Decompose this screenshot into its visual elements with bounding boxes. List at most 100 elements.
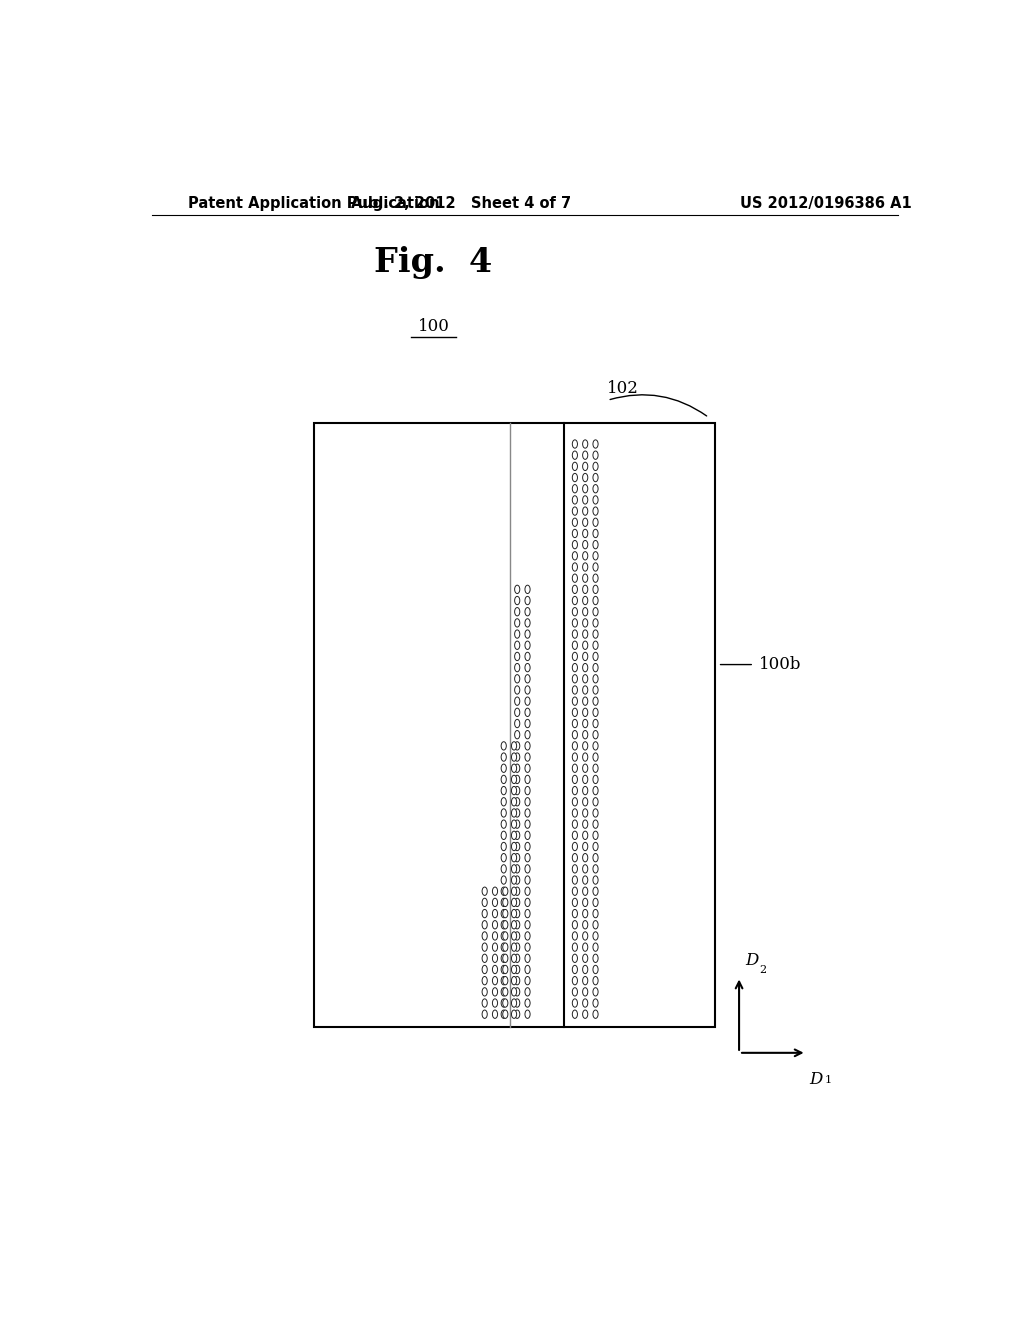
Ellipse shape — [525, 987, 530, 997]
Ellipse shape — [572, 965, 578, 974]
Ellipse shape — [501, 865, 506, 873]
Ellipse shape — [482, 1010, 487, 1018]
Ellipse shape — [482, 932, 487, 940]
Text: Patent Application Publication: Patent Application Publication — [187, 195, 439, 211]
Ellipse shape — [583, 920, 588, 929]
Ellipse shape — [501, 742, 506, 750]
Ellipse shape — [593, 652, 598, 660]
Ellipse shape — [593, 440, 598, 449]
Ellipse shape — [572, 719, 578, 727]
Ellipse shape — [501, 1010, 506, 1018]
Ellipse shape — [593, 752, 598, 762]
Ellipse shape — [501, 752, 506, 762]
Ellipse shape — [572, 854, 578, 862]
Ellipse shape — [593, 552, 598, 560]
Ellipse shape — [511, 752, 517, 762]
Ellipse shape — [583, 519, 588, 527]
Ellipse shape — [572, 619, 578, 627]
Ellipse shape — [583, 619, 588, 627]
Ellipse shape — [501, 832, 506, 840]
Ellipse shape — [583, 909, 588, 917]
Ellipse shape — [493, 909, 498, 917]
Ellipse shape — [515, 954, 520, 962]
Ellipse shape — [501, 999, 506, 1007]
Ellipse shape — [511, 987, 517, 997]
Ellipse shape — [515, 730, 520, 739]
Ellipse shape — [501, 854, 506, 862]
Ellipse shape — [525, 854, 530, 862]
Ellipse shape — [572, 820, 578, 829]
Ellipse shape — [583, 942, 588, 952]
Ellipse shape — [503, 977, 508, 985]
Ellipse shape — [525, 652, 530, 660]
Ellipse shape — [583, 529, 588, 537]
Ellipse shape — [583, 607, 588, 616]
Ellipse shape — [511, 865, 517, 873]
Ellipse shape — [572, 652, 578, 660]
Ellipse shape — [583, 451, 588, 459]
Ellipse shape — [583, 630, 588, 639]
Ellipse shape — [515, 887, 520, 895]
Ellipse shape — [593, 664, 598, 672]
Ellipse shape — [501, 876, 506, 884]
Ellipse shape — [525, 719, 530, 727]
Ellipse shape — [593, 619, 598, 627]
Ellipse shape — [525, 619, 530, 627]
Ellipse shape — [515, 764, 520, 772]
Ellipse shape — [583, 652, 588, 660]
Ellipse shape — [511, 898, 517, 907]
Ellipse shape — [525, 920, 530, 929]
Ellipse shape — [572, 519, 578, 527]
Ellipse shape — [511, 876, 517, 884]
Ellipse shape — [593, 484, 598, 492]
Ellipse shape — [572, 440, 578, 449]
Ellipse shape — [515, 630, 520, 639]
Ellipse shape — [572, 562, 578, 572]
Ellipse shape — [515, 865, 520, 873]
Ellipse shape — [572, 787, 578, 795]
Ellipse shape — [583, 787, 588, 795]
Ellipse shape — [515, 719, 520, 727]
Ellipse shape — [515, 675, 520, 682]
Ellipse shape — [572, 597, 578, 605]
Ellipse shape — [583, 1010, 588, 1018]
Ellipse shape — [572, 775, 578, 784]
Ellipse shape — [515, 842, 520, 850]
Ellipse shape — [511, 909, 517, 917]
Ellipse shape — [503, 920, 508, 929]
Ellipse shape — [583, 809, 588, 817]
Ellipse shape — [583, 484, 588, 492]
Ellipse shape — [593, 954, 598, 962]
Text: Fig.  4: Fig. 4 — [375, 246, 493, 279]
Ellipse shape — [515, 876, 520, 884]
Ellipse shape — [583, 742, 588, 750]
Ellipse shape — [501, 909, 506, 917]
Ellipse shape — [583, 552, 588, 560]
Ellipse shape — [501, 977, 506, 985]
Ellipse shape — [583, 664, 588, 672]
Ellipse shape — [593, 920, 598, 929]
Ellipse shape — [511, 999, 517, 1007]
Ellipse shape — [572, 686, 578, 694]
Ellipse shape — [501, 820, 506, 829]
Ellipse shape — [583, 999, 588, 1007]
Ellipse shape — [583, 686, 588, 694]
Ellipse shape — [515, 999, 520, 1007]
Ellipse shape — [593, 496, 598, 504]
Ellipse shape — [572, 451, 578, 459]
Ellipse shape — [511, 887, 517, 895]
Ellipse shape — [583, 954, 588, 962]
Ellipse shape — [583, 708, 588, 717]
Text: 1: 1 — [824, 1076, 831, 1085]
Ellipse shape — [503, 942, 508, 952]
Ellipse shape — [583, 987, 588, 997]
Ellipse shape — [572, 999, 578, 1007]
Ellipse shape — [593, 585, 598, 594]
Ellipse shape — [493, 965, 498, 974]
Ellipse shape — [525, 708, 530, 717]
Ellipse shape — [515, 942, 520, 952]
Ellipse shape — [493, 999, 498, 1007]
Ellipse shape — [572, 642, 578, 649]
Ellipse shape — [572, 540, 578, 549]
Ellipse shape — [501, 887, 506, 895]
